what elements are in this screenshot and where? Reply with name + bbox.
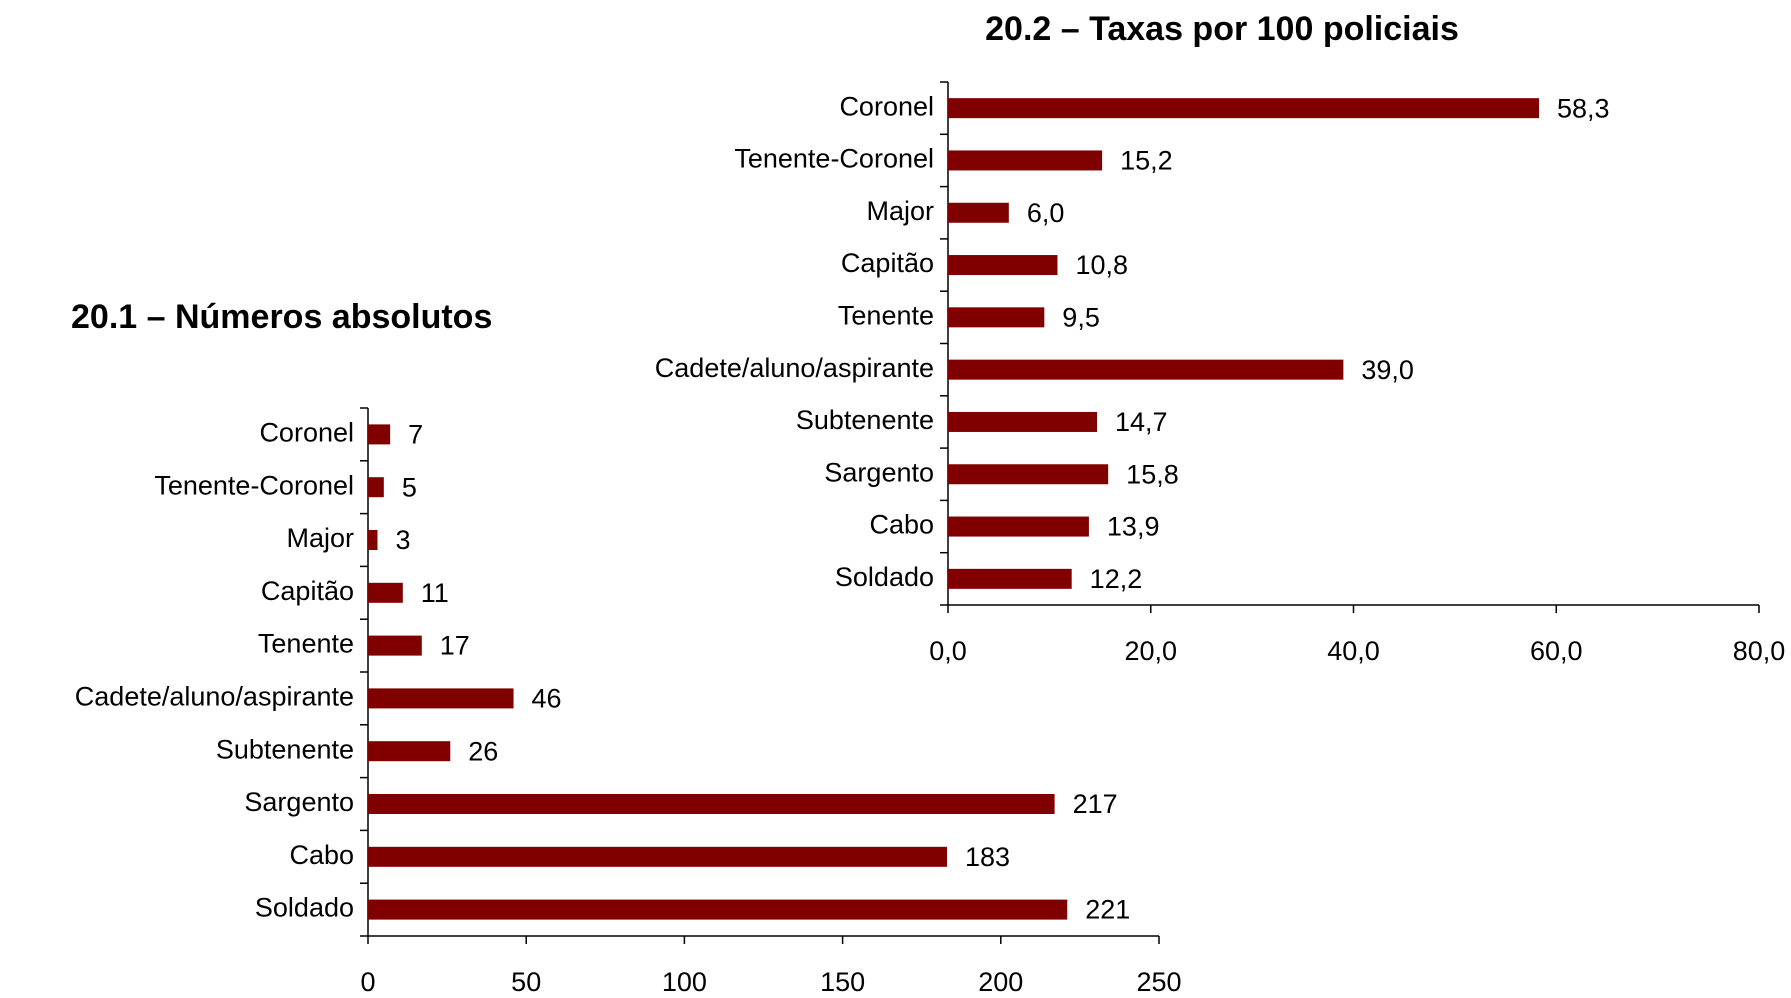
value-label: 17 [440,631,470,661]
bar [368,741,451,762]
value-label: 58,3 [1557,93,1610,123]
bar [368,846,948,867]
bar [948,464,1109,485]
bar [368,530,378,550]
x-tick-label: 0 [360,967,375,997]
chart-title: 20.2 – Taxas por 100 policiais [985,10,1459,48]
category-label: Capitão [841,248,934,278]
x-tick-label: 150 [820,967,865,997]
bar [948,516,1089,537]
category-label: Cadete/aluno/aspirante [655,353,934,383]
value-label: 11 [421,578,449,608]
category-label: Major [866,196,934,226]
category-label: Major [286,523,354,553]
bar [948,568,1072,589]
category-label: Cadete/aluno/aspirante [75,682,354,712]
category-label: Capitão [261,576,354,606]
value-label: 9,5 [1062,302,1100,332]
value-label: 5 [402,472,417,502]
bar [368,899,1068,920]
value-label: 183 [965,842,1010,872]
bar [368,635,422,656]
category-label: Tenente-Coronel [154,470,354,500]
value-label: 46 [532,684,562,714]
category-label: Cabo [869,510,934,540]
x-tick-label: 20,0 [1124,636,1177,666]
x-tick-label: 80,0 [1733,636,1786,666]
value-label: 217 [1073,789,1118,819]
category-label: Subtenente [796,405,934,435]
x-tick-label: 250 [1136,967,1181,997]
value-label: 10,8 [1075,250,1128,280]
value-label: 15,2 [1120,146,1173,176]
x-tick-label: 200 [978,967,1023,997]
value-label: 13,9 [1107,512,1160,542]
category-label: Coronel [259,418,354,448]
bar [368,424,391,445]
bar [948,307,1045,328]
x-tick-label: 60,0 [1530,636,1583,666]
category-label: Cabo [289,840,354,870]
bar [948,202,1009,223]
category-label: Tenente [838,300,934,330]
x-tick-label: 100 [662,967,707,997]
value-label: 221 [1085,895,1130,925]
value-label: 12,2 [1090,564,1143,594]
chart-title: 20.1 – Números absolutos [71,298,492,336]
category-label: Coronel [839,91,934,121]
bar [368,582,403,603]
x-tick-label: 50 [511,967,541,997]
value-label: 39,0 [1361,355,1414,385]
bar [368,477,384,498]
category-label: Tenente [258,629,354,659]
bar [368,688,514,709]
bar [948,98,1540,119]
bar [948,150,1103,171]
value-label: 14,7 [1115,407,1168,437]
bar [948,359,1344,380]
value-label: 26 [468,736,498,766]
bar [948,255,1058,276]
value-label: 3 [395,525,410,555]
value-label: 7 [408,420,423,450]
bar [368,794,1055,814]
category-label: Soldado [255,893,354,923]
bar [948,411,1098,432]
value-label: 6,0 [1027,198,1065,228]
x-tick-label: 40,0 [1327,636,1380,666]
value-label: 15,8 [1126,459,1179,489]
category-label: Soldado [835,562,934,592]
category-label: Subtenente [216,734,354,764]
x-tick-label: 0,0 [929,636,967,666]
category-label: Sargento [244,787,354,817]
category-label: Tenente-Coronel [734,144,934,174]
category-label: Sargento [824,457,934,487]
